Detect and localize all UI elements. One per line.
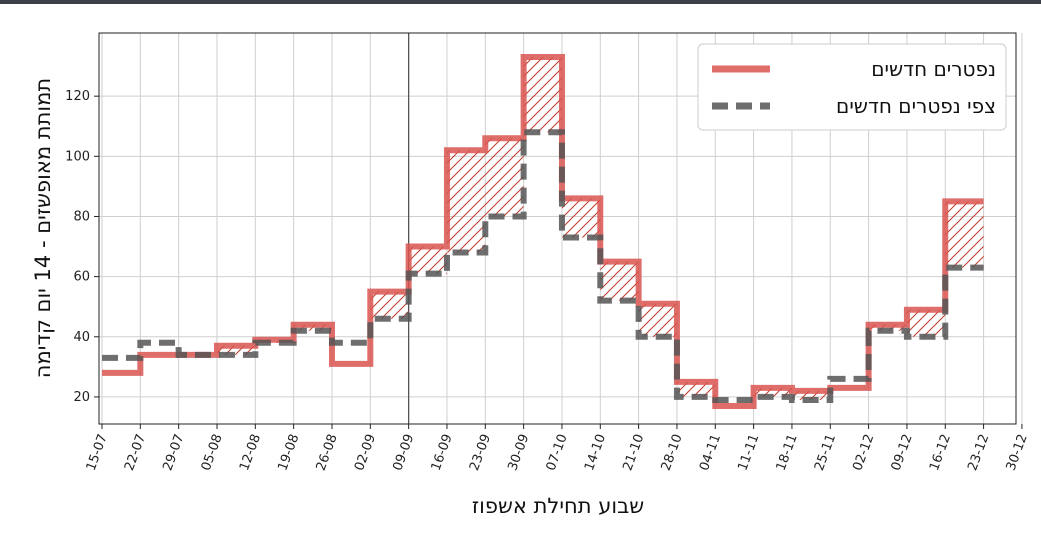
difference-hatch (216, 57, 984, 400)
y-tick-label: 120 (65, 89, 90, 104)
y-tick-label: 60 (73, 270, 90, 285)
hatch-segment (216, 345, 256, 355)
legend: נפטרים חדשים צפי נפטרים חדשים (697, 43, 1007, 131)
x-tick-label: 12-08 (237, 432, 264, 473)
hatch-segment (600, 261, 639, 301)
legend-box (697, 43, 1007, 131)
x-tick-label: 16-12 (927, 432, 954, 473)
x-tick-label: 16-09 (429, 432, 456, 473)
hatch-segment (408, 246, 447, 274)
hatch-segment (638, 303, 677, 337)
x-tick-label: 09-12 (889, 432, 916, 473)
x-tick-label: 29-07 (160, 432, 187, 473)
y-axis-ticks: 20 40 60 80 100 120 (65, 89, 99, 405)
x-tick-label: 19-08 (275, 432, 302, 473)
hatch-segment (906, 309, 946, 337)
hatch-segment (868, 324, 907, 331)
hatch-segment (485, 138, 524, 217)
hatch-segment (293, 324, 332, 331)
x-tick-label: 23-09 (467, 432, 494, 473)
x-tick-label: 14-10 (582, 432, 609, 473)
hatch-segment (676, 381, 716, 397)
x-tick-label: 09-09 (390, 432, 417, 473)
series-predicted-line (102, 129, 984, 403)
x-axis-ticks: 15-07 22-07 29-07 05-08 12-08 19-08 26-08 02-09… (84, 424, 1031, 473)
x-tick-label: 02-12 (850, 432, 877, 473)
x-tick-label: 30-12 (1004, 432, 1031, 473)
x-tick-label: 11-11 (735, 432, 762, 473)
y-tick-label: 100 (65, 149, 90, 164)
y-tick-label: 80 (73, 209, 90, 224)
plot-frame (98, 32, 1017, 425)
x-tick-label: 02-09 (352, 432, 379, 473)
x-tick-label: 26-08 (314, 432, 341, 473)
series-lines (102, 54, 984, 409)
x-tick-label: 04-11 (697, 432, 724, 473)
hatch-segment (753, 387, 792, 397)
x-tick-label: 07-10 (544, 432, 571, 473)
legend-actual-label: נפטרים חדשים (871, 57, 996, 81)
x-tick-label: 25-11 (812, 432, 839, 473)
y-tick-label: 40 (73, 330, 90, 345)
window-top-bar (0, 0, 1041, 4)
hatch-segment (945, 201, 984, 268)
x-tick-label: 05-08 (199, 432, 226, 473)
x-axis-label: שבוע תחילת אשפוז (472, 494, 644, 518)
hatch-segment (561, 198, 601, 238)
x-tick-label: 15-07 (84, 432, 111, 473)
y-axis-label: תמותת מאופשזים - 14 יום קדימה (31, 78, 55, 378)
legend-predicted-label: צפי נפטרים חדשים (836, 94, 996, 118)
hatch-segment (446, 150, 486, 253)
x-tick-label: 23-12 (965, 432, 992, 473)
x-tick-label: 28-10 (659, 432, 686, 473)
hatch-segment (791, 390, 831, 400)
x-tick-label: 21-10 (620, 432, 647, 473)
hatch-segment (523, 57, 562, 133)
y-tick-label: 20 (73, 390, 90, 405)
hatch-segment (370, 291, 409, 319)
x-tick-label: 18-11 (774, 432, 801, 473)
x-tick-label: 22-07 (122, 432, 149, 473)
x-tick-label: 30-09 (505, 432, 532, 473)
